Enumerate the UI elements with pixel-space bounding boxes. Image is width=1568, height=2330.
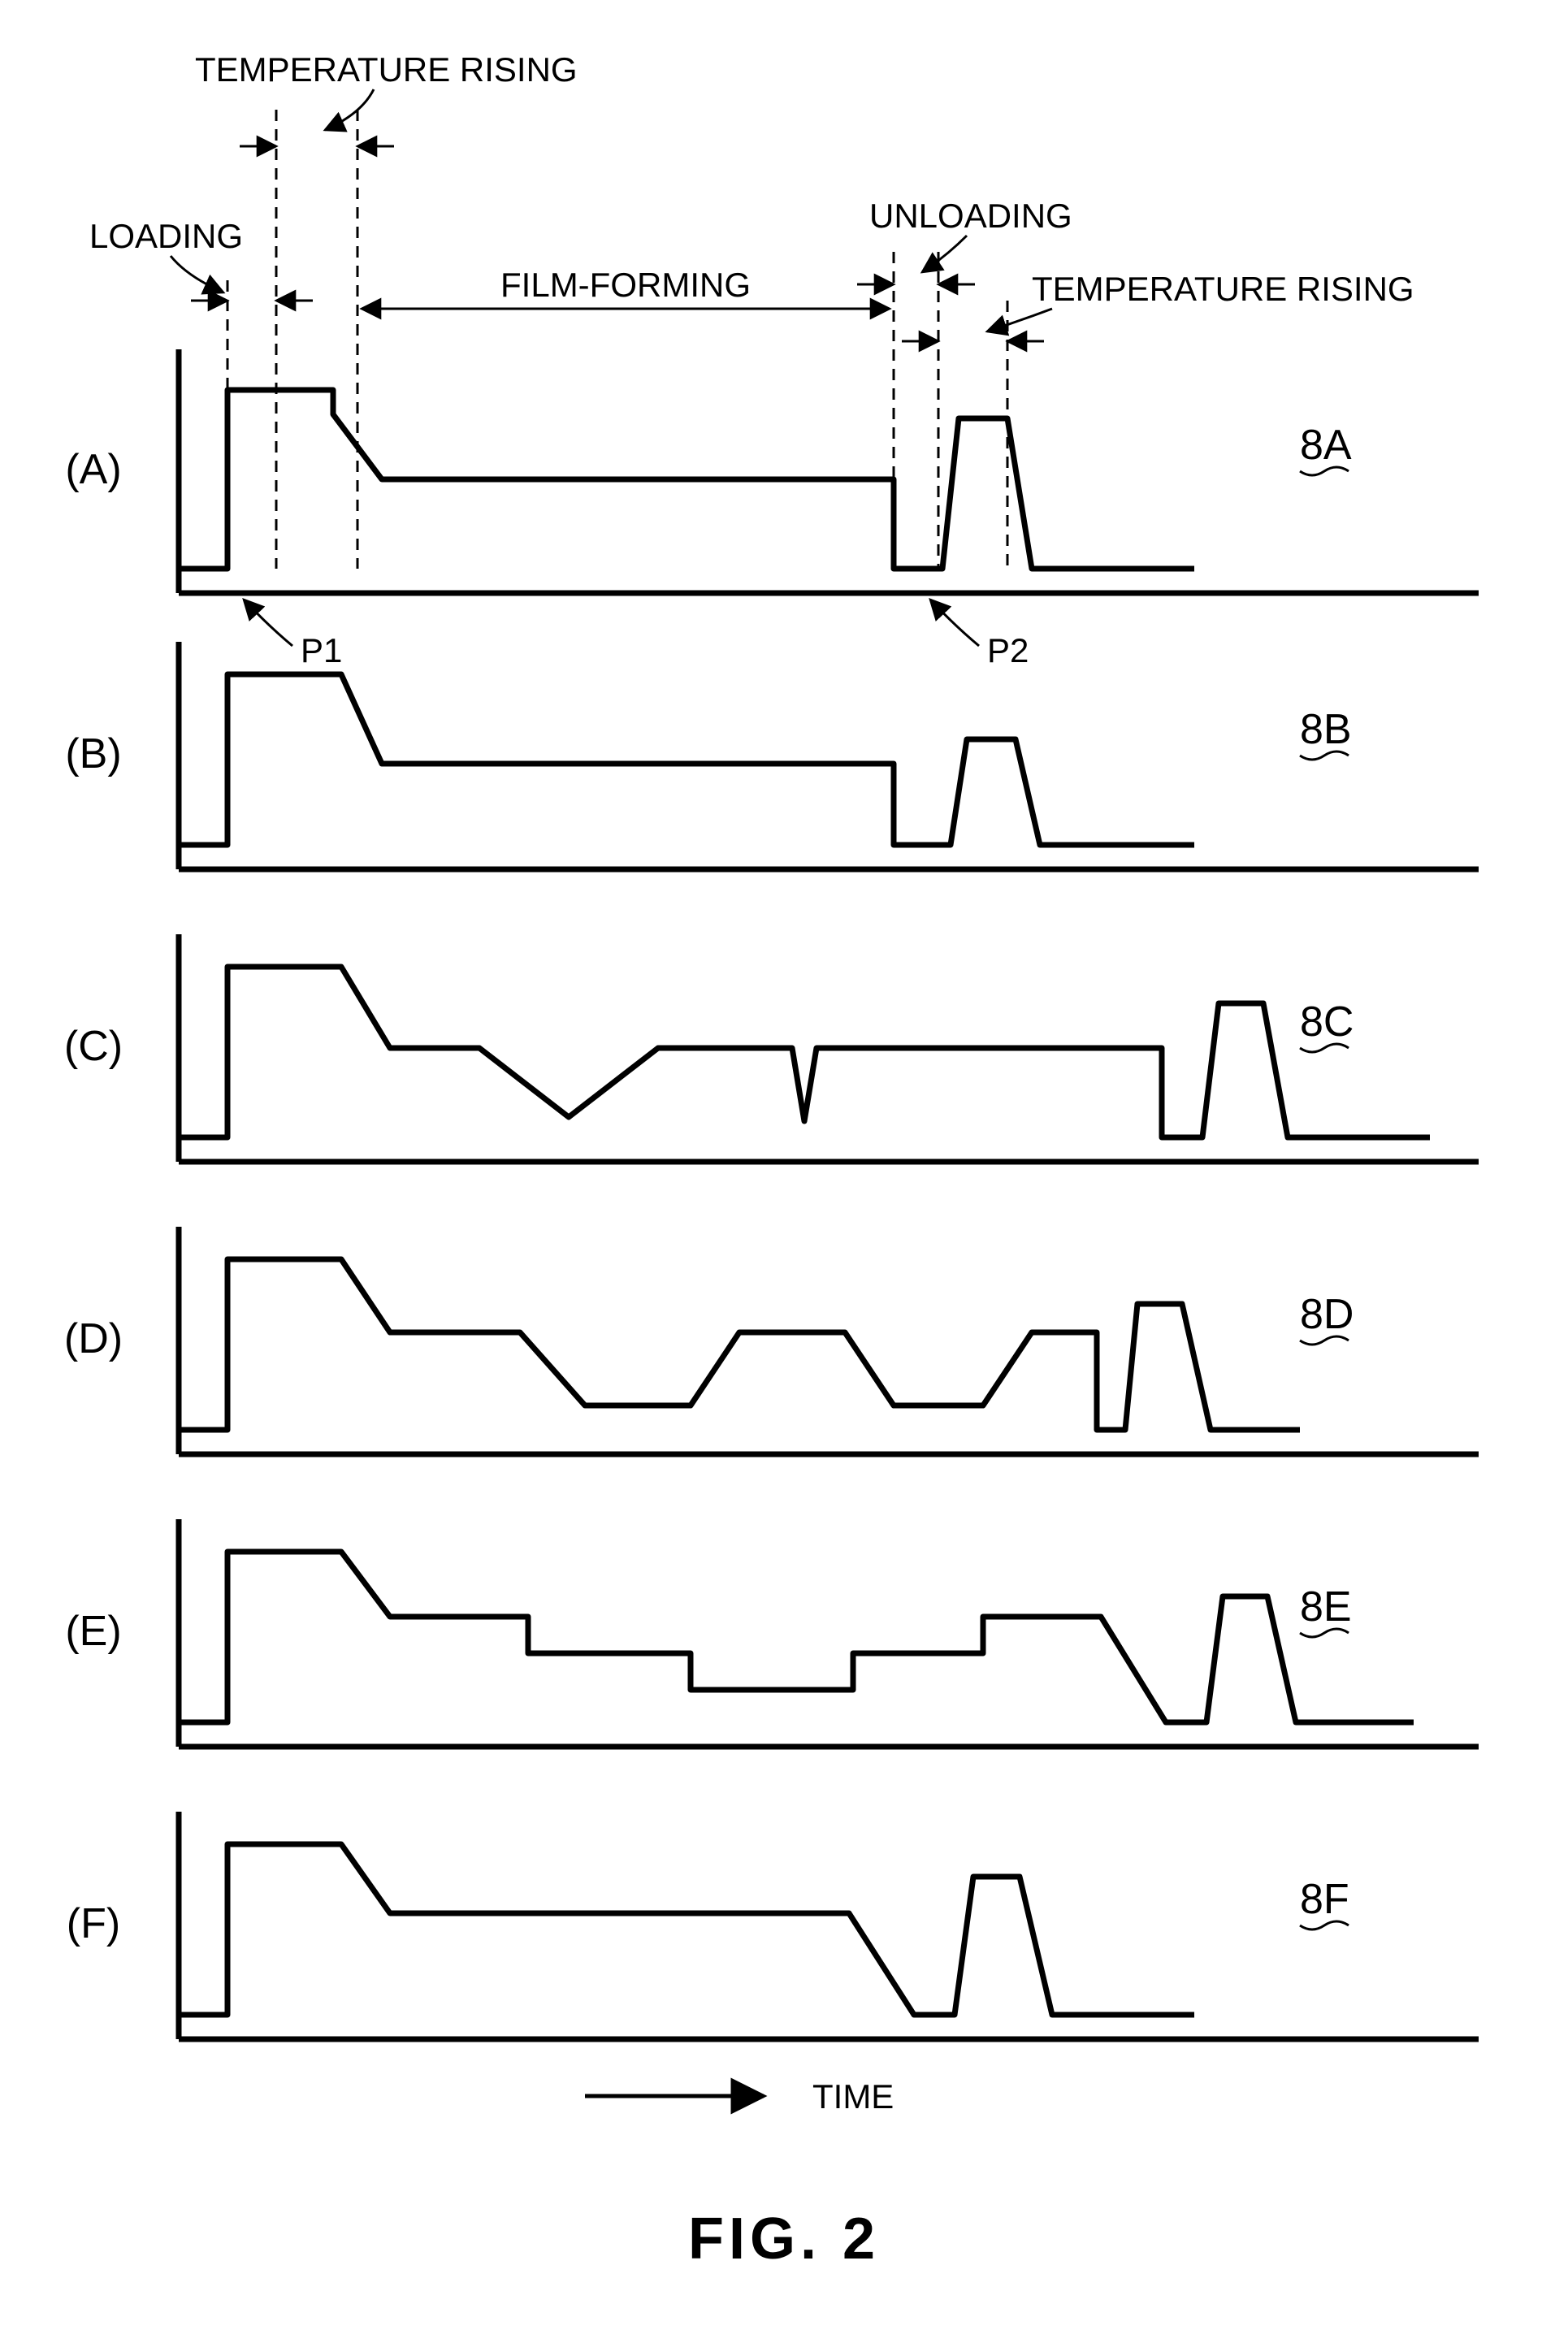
panel-right-label-C: 8C (1300, 998, 1354, 1046)
waveform-C (179, 967, 1430, 1137)
waveform-B (179, 674, 1194, 845)
panel-left-label-F: (F) (67, 1900, 120, 1947)
temp-rising-2-leader (987, 309, 1052, 331)
loading-label: LOADING (89, 217, 243, 255)
temp-rising-2-label: TEMPERATURE RISING (1032, 270, 1414, 308)
waveform-A (179, 390, 1194, 569)
unloading-leader (922, 236, 967, 272)
unloading-label: UNLOADING (869, 197, 1072, 235)
time-label: TIME (812, 2077, 894, 2116)
panel-right-label-D: 8D (1300, 1291, 1354, 1338)
temp-rising-1-leader (325, 89, 374, 130)
film-forming-label: FILM-FORMING (500, 266, 751, 304)
waveform-E (179, 1552, 1414, 1722)
top-annotations: LOADING TEMPERATURE RISING FILM-FORMING UNL… (89, 50, 1414, 569)
panel-left-label-B: (B) (65, 730, 121, 777)
panel-E: (E) 8E (65, 1519, 1479, 1747)
waveform-D (179, 1259, 1300, 1430)
p1-label: P1 (301, 631, 342, 669)
temp-rising-1-label: TEMPERATURE RISING (195, 50, 578, 89)
panel-right-label-E: 8E (1300, 1583, 1352, 1631)
panel-left-label-A: (A) (65, 446, 121, 493)
figure-container: (A) 8A (B) 8B (C) 8C (D) 8D (E) 8E (F) 8F LOADING TE… (32, 32, 1536, 2298)
panel-right-label-F: 8F (1300, 1876, 1349, 1923)
panel-left-label-C: (C) (64, 1023, 123, 1070)
panel-right-label-A: 8A (1300, 422, 1352, 469)
panel-D: (D) 8D (64, 1227, 1479, 1454)
panel-left-label-D: (D) (64, 1315, 123, 1362)
panel-C: (C) 8C (64, 934, 1479, 1162)
p2-label: P2 (987, 631, 1029, 669)
figure-svg: (A) 8A (B) 8B (C) 8C (D) 8D (E) 8E (F) 8F LOADING TE… (32, 32, 1536, 2298)
loading-leader (171, 256, 223, 292)
panel-left-label-E: (E) (65, 1608, 121, 1655)
panel-B: (B) 8B (65, 642, 1479, 869)
panel-right-label-B: 8B (1300, 706, 1352, 753)
panel-F: (F) 8F (67, 1812, 1479, 2039)
p1-leader (244, 600, 292, 646)
p2-leader (930, 600, 979, 646)
figure-title: FIG. 2 (688, 2207, 880, 2272)
waveform-F (179, 1844, 1194, 2015)
